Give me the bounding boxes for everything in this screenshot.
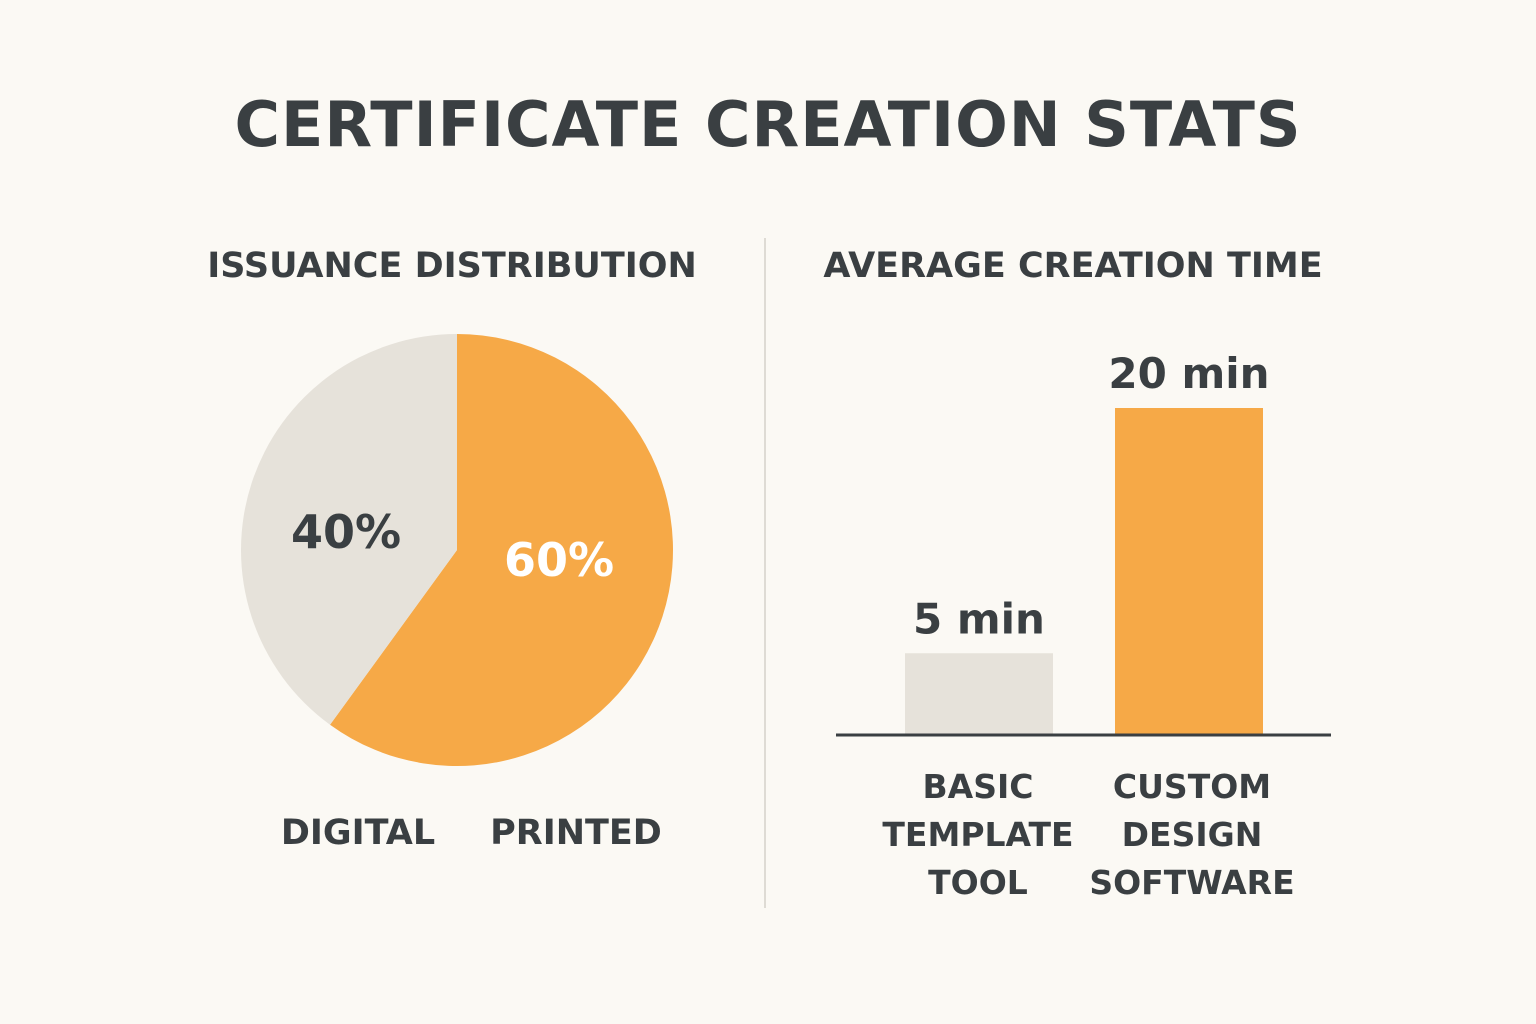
pie-chart-title: ISSUANCE DISTRIBUTION — [207, 246, 697, 286]
bar-custom-design-software — [1115, 408, 1263, 735]
pie-value-label-printed: 60% — [504, 533, 614, 587]
pie-slice-digital — [241, 334, 457, 725]
pie-value-label-digital: 40% — [291, 505, 401, 559]
bar-chart-title: AVERAGE CREATION TIME — [823, 246, 1323, 286]
pie-legend-printed: PRINTED — [490, 813, 662, 853]
bar-value-label: 5 min — [913, 594, 1045, 643]
bar-category-line: BASIC — [922, 767, 1034, 806]
page-title: CERTIFICATE CREATION STATS — [234, 88, 1302, 161]
pie-slice-printed — [330, 334, 674, 766]
bar-category-line: TOOL — [928, 863, 1028, 902]
bar-category-line: CUSTOM — [1112, 767, 1272, 806]
section-divider — [764, 238, 766, 908]
bar-category-basic-template-tool: BASIC TEMPLATE TOOL — [868, 763, 1088, 907]
pie-legend-digital: DIGITAL — [280, 813, 436, 853]
bar-category-custom-design-software: CUSTOM DESIGN SOFTWARE — [1072, 763, 1312, 907]
bar-basic-template-tool — [905, 653, 1053, 735]
bar-category-line: SOFTWARE — [1089, 863, 1295, 902]
bar-category-line: DESIGN — [1121, 815, 1263, 854]
bar-category-line: TEMPLATE — [882, 815, 1074, 854]
bar-value-label: 20 min — [1108, 349, 1269, 398]
